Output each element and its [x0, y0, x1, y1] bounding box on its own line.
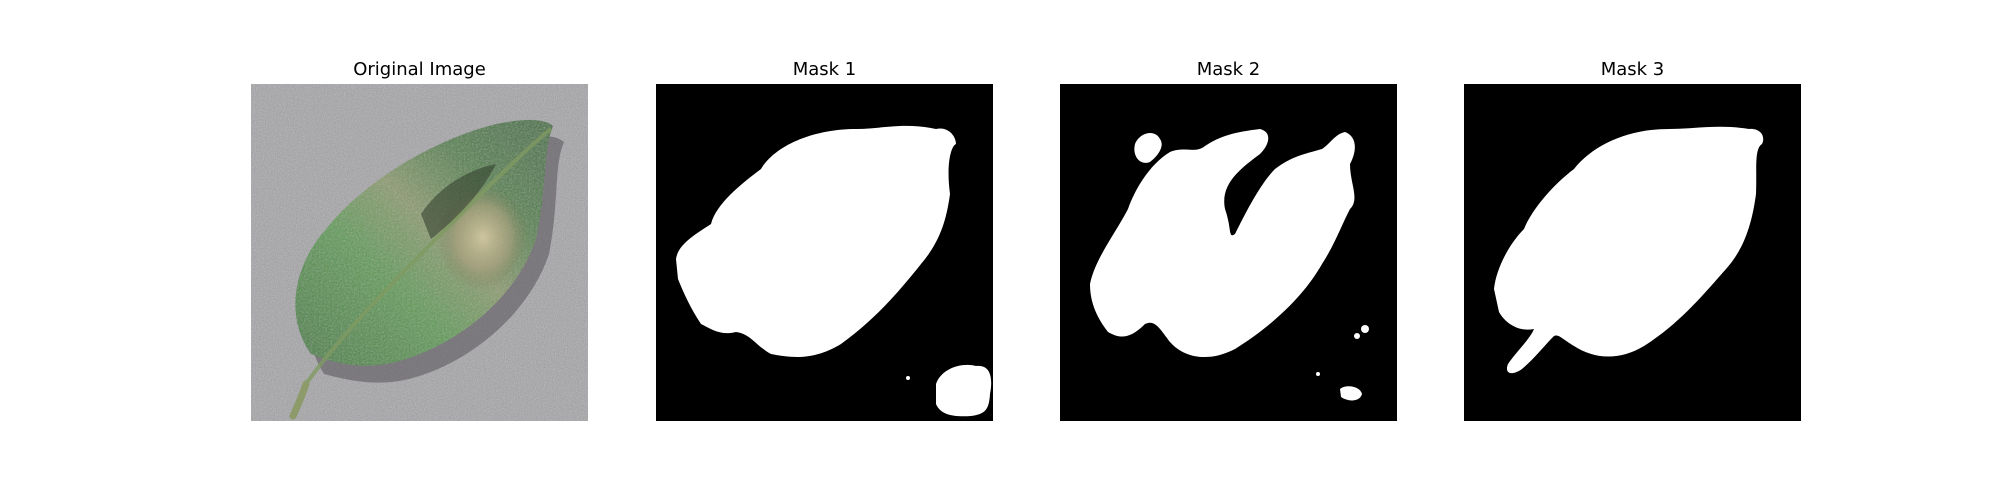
mask-3-image	[1464, 84, 1801, 421]
panel-mask-3: Mask 3	[1464, 0, 1801, 500]
mask-region	[1494, 126, 1764, 374]
original-leaf-photo	[251, 84, 588, 421]
mask-1-image	[656, 84, 993, 421]
panel-title: Mask 2	[1196, 59, 1261, 80]
panel-title: Mask 3	[1600, 59, 1665, 80]
mask-region	[676, 125, 956, 357]
panel-mask-2: Mask 2	[1060, 0, 1397, 500]
mask-2-image	[1060, 84, 1397, 421]
mask-region	[1090, 129, 1355, 358]
panel-title: Original Image	[353, 59, 486, 80]
panel-mask-1: Mask 1	[656, 0, 993, 500]
panel-title: Mask 1	[792, 59, 857, 80]
panel-original-image: Original Image	[251, 0, 588, 500]
